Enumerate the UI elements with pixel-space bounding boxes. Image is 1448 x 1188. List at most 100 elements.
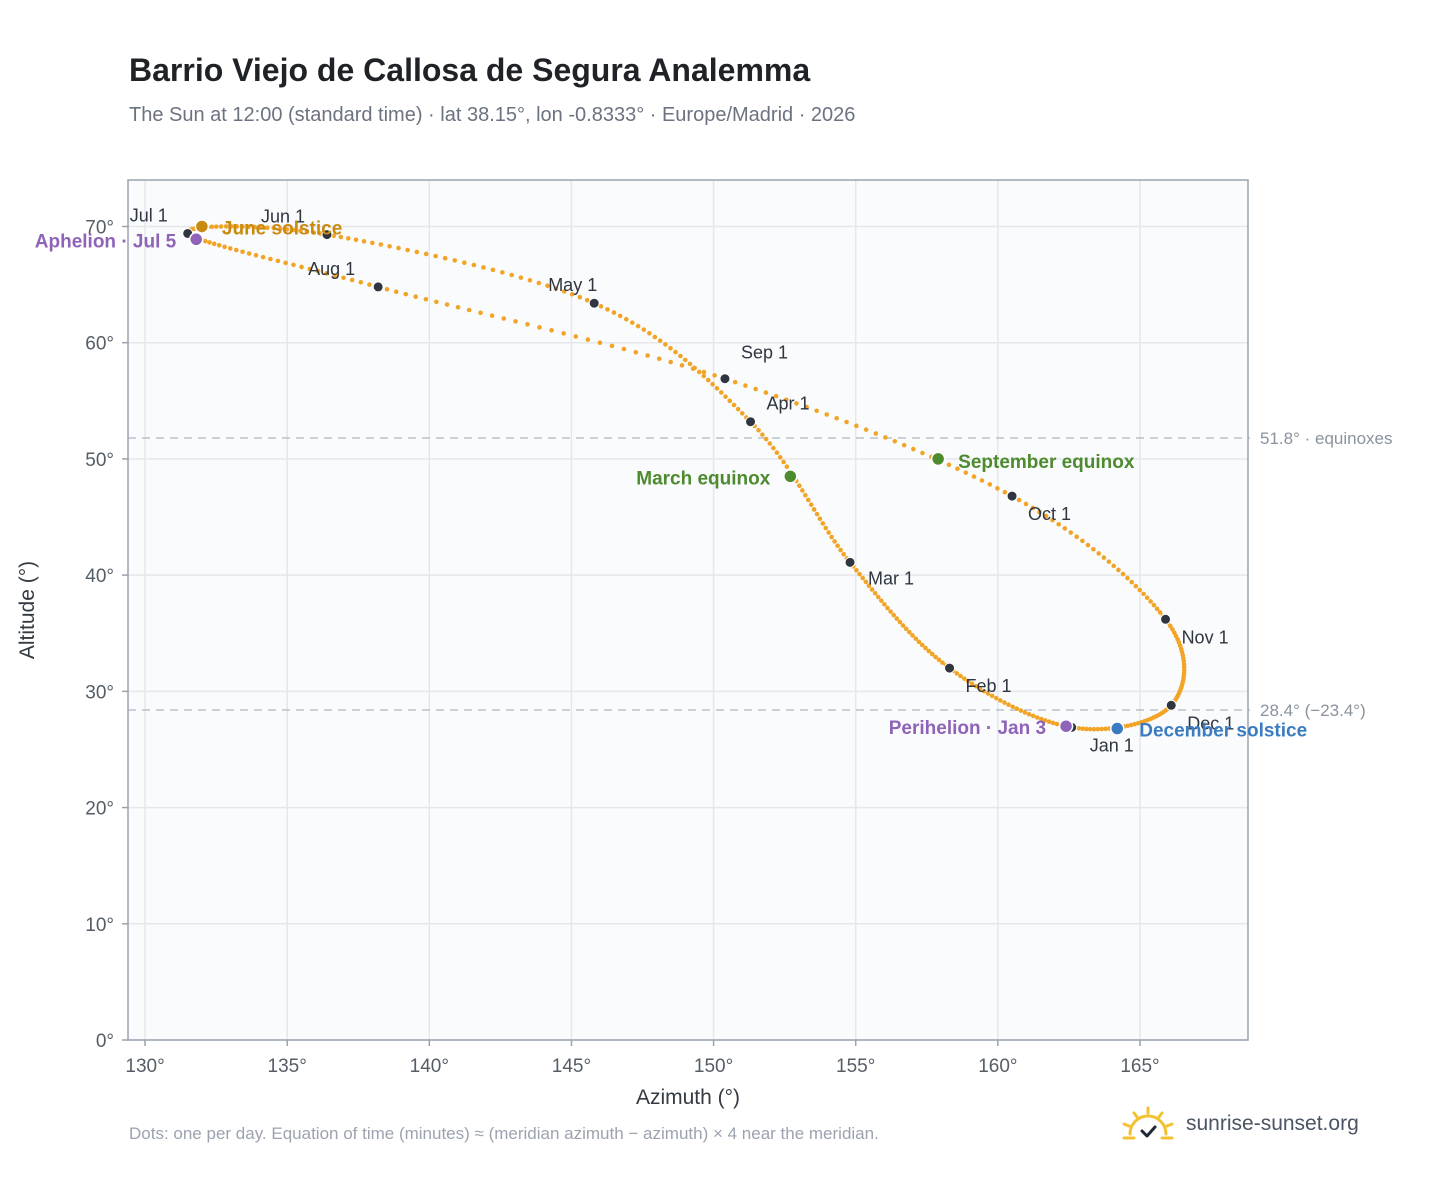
daily-dot (647, 330, 652, 336)
daily-dot (478, 310, 483, 316)
daily-dot (687, 361, 693, 367)
month-label: Nov 1 (1182, 627, 1229, 647)
daily-dot (1101, 555, 1107, 560)
daily-dot (268, 256, 273, 262)
daily-dot (784, 464, 790, 469)
month-marker (1006, 490, 1018, 502)
event-label: December solstice (1139, 721, 1307, 742)
daily-dot (678, 353, 683, 359)
daily-dot (682, 357, 688, 363)
daily-dot (258, 225, 264, 230)
daily-dot (1023, 501, 1029, 507)
y-tick-label: 20° (85, 799, 114, 820)
brand-link[interactable]: sunrise-sunset.org (1186, 1112, 1359, 1135)
y-tick-label: 10° (85, 915, 114, 936)
daily-dot (1085, 542, 1091, 548)
daily-dot (723, 394, 728, 399)
daily-dot (763, 436, 769, 442)
daily-dot (718, 390, 724, 395)
daily-dot (278, 226, 283, 232)
brand[interactable]: sunrise-sunset.org (1120, 1104, 1359, 1144)
daily-dot (1168, 623, 1173, 629)
daily-dot (1144, 595, 1150, 601)
daily-dot (1042, 718, 1048, 723)
daily-dot (405, 247, 410, 253)
daily-dot (1087, 726, 1093, 732)
daily-dot (879, 598, 884, 603)
daily-dot (1030, 713, 1036, 719)
daily-dot (353, 237, 359, 243)
daily-dot (760, 432, 765, 437)
daily-dot (875, 594, 881, 600)
daily-dot (1099, 726, 1104, 732)
daily-dot (629, 320, 635, 325)
daily-dot (679, 363, 685, 368)
daily-dot (265, 225, 270, 231)
event-label: Perihelion · Jan 3 (889, 718, 1046, 739)
x-tick-label: 145° (552, 1056, 591, 1077)
daily-dot (705, 377, 711, 383)
daily-dot (863, 427, 869, 432)
daily-dot (611, 310, 617, 315)
daily-dot (1014, 706, 1020, 712)
daily-dot (783, 397, 789, 403)
daily-dot (820, 521, 826, 526)
daily-dot (835, 543, 840, 549)
month-label: Mar 1 (868, 568, 914, 588)
event-marker (188, 232, 204, 247)
x-tick-label: 135° (268, 1056, 307, 1077)
daily-dot (584, 297, 590, 303)
daily-dot (913, 636, 919, 641)
daily-dot (549, 328, 554, 333)
daily-dot (656, 356, 662, 362)
daily-dot (1018, 708, 1024, 713)
daily-dot (814, 408, 819, 414)
daily-dot (561, 289, 567, 294)
daily-dot (1080, 538, 1085, 544)
daily-dot (1120, 571, 1126, 577)
daily-dot (826, 530, 831, 535)
daily-dot (1116, 567, 1121, 573)
daily-dot (213, 224, 219, 229)
x-tick-label: 160° (978, 1056, 1017, 1077)
daily-dot (489, 313, 495, 318)
daily-dot (1129, 579, 1134, 585)
daily-dot (332, 273, 338, 278)
daily-dot (756, 427, 761, 433)
daily-dot (218, 224, 224, 229)
daily-dot (663, 342, 668, 347)
daily-dot (1006, 702, 1011, 707)
reference-line-label: 28.4° (−23.4°) (1260, 701, 1366, 720)
daily-dot (1043, 513, 1049, 519)
daily-dot (240, 249, 245, 255)
y-tick-label: 0° (96, 1031, 114, 1052)
daily-dot (910, 633, 915, 638)
daily-dot (1133, 583, 1139, 589)
daily-dot (423, 296, 429, 302)
month-marker (1165, 699, 1177, 711)
daily-dot (841, 551, 847, 557)
daily-dot (919, 642, 925, 648)
daily-dot (1076, 726, 1082, 731)
daily-dot (712, 373, 717, 378)
daily-dot (585, 337, 591, 342)
daily-dot (696, 369, 702, 375)
daily-dot (1141, 591, 1146, 597)
daily-dot (1125, 723, 1131, 729)
daily-dot (954, 671, 960, 676)
daily-dot (545, 283, 550, 289)
daily-dot (209, 224, 215, 230)
event-marker (1109, 721, 1125, 736)
daily-dot (817, 516, 823, 522)
daily-dot (227, 246, 233, 251)
daily-dot (882, 602, 887, 607)
month-marker (588, 297, 600, 309)
daily-dot (701, 369, 707, 375)
daily-dot (466, 307, 472, 313)
daily-dot (577, 294, 583, 300)
daily-dot (743, 383, 748, 388)
daily-dot (965, 678, 971, 684)
daily-dot (452, 258, 458, 263)
daily-dot (345, 236, 351, 241)
daily-dot (872, 590, 878, 596)
